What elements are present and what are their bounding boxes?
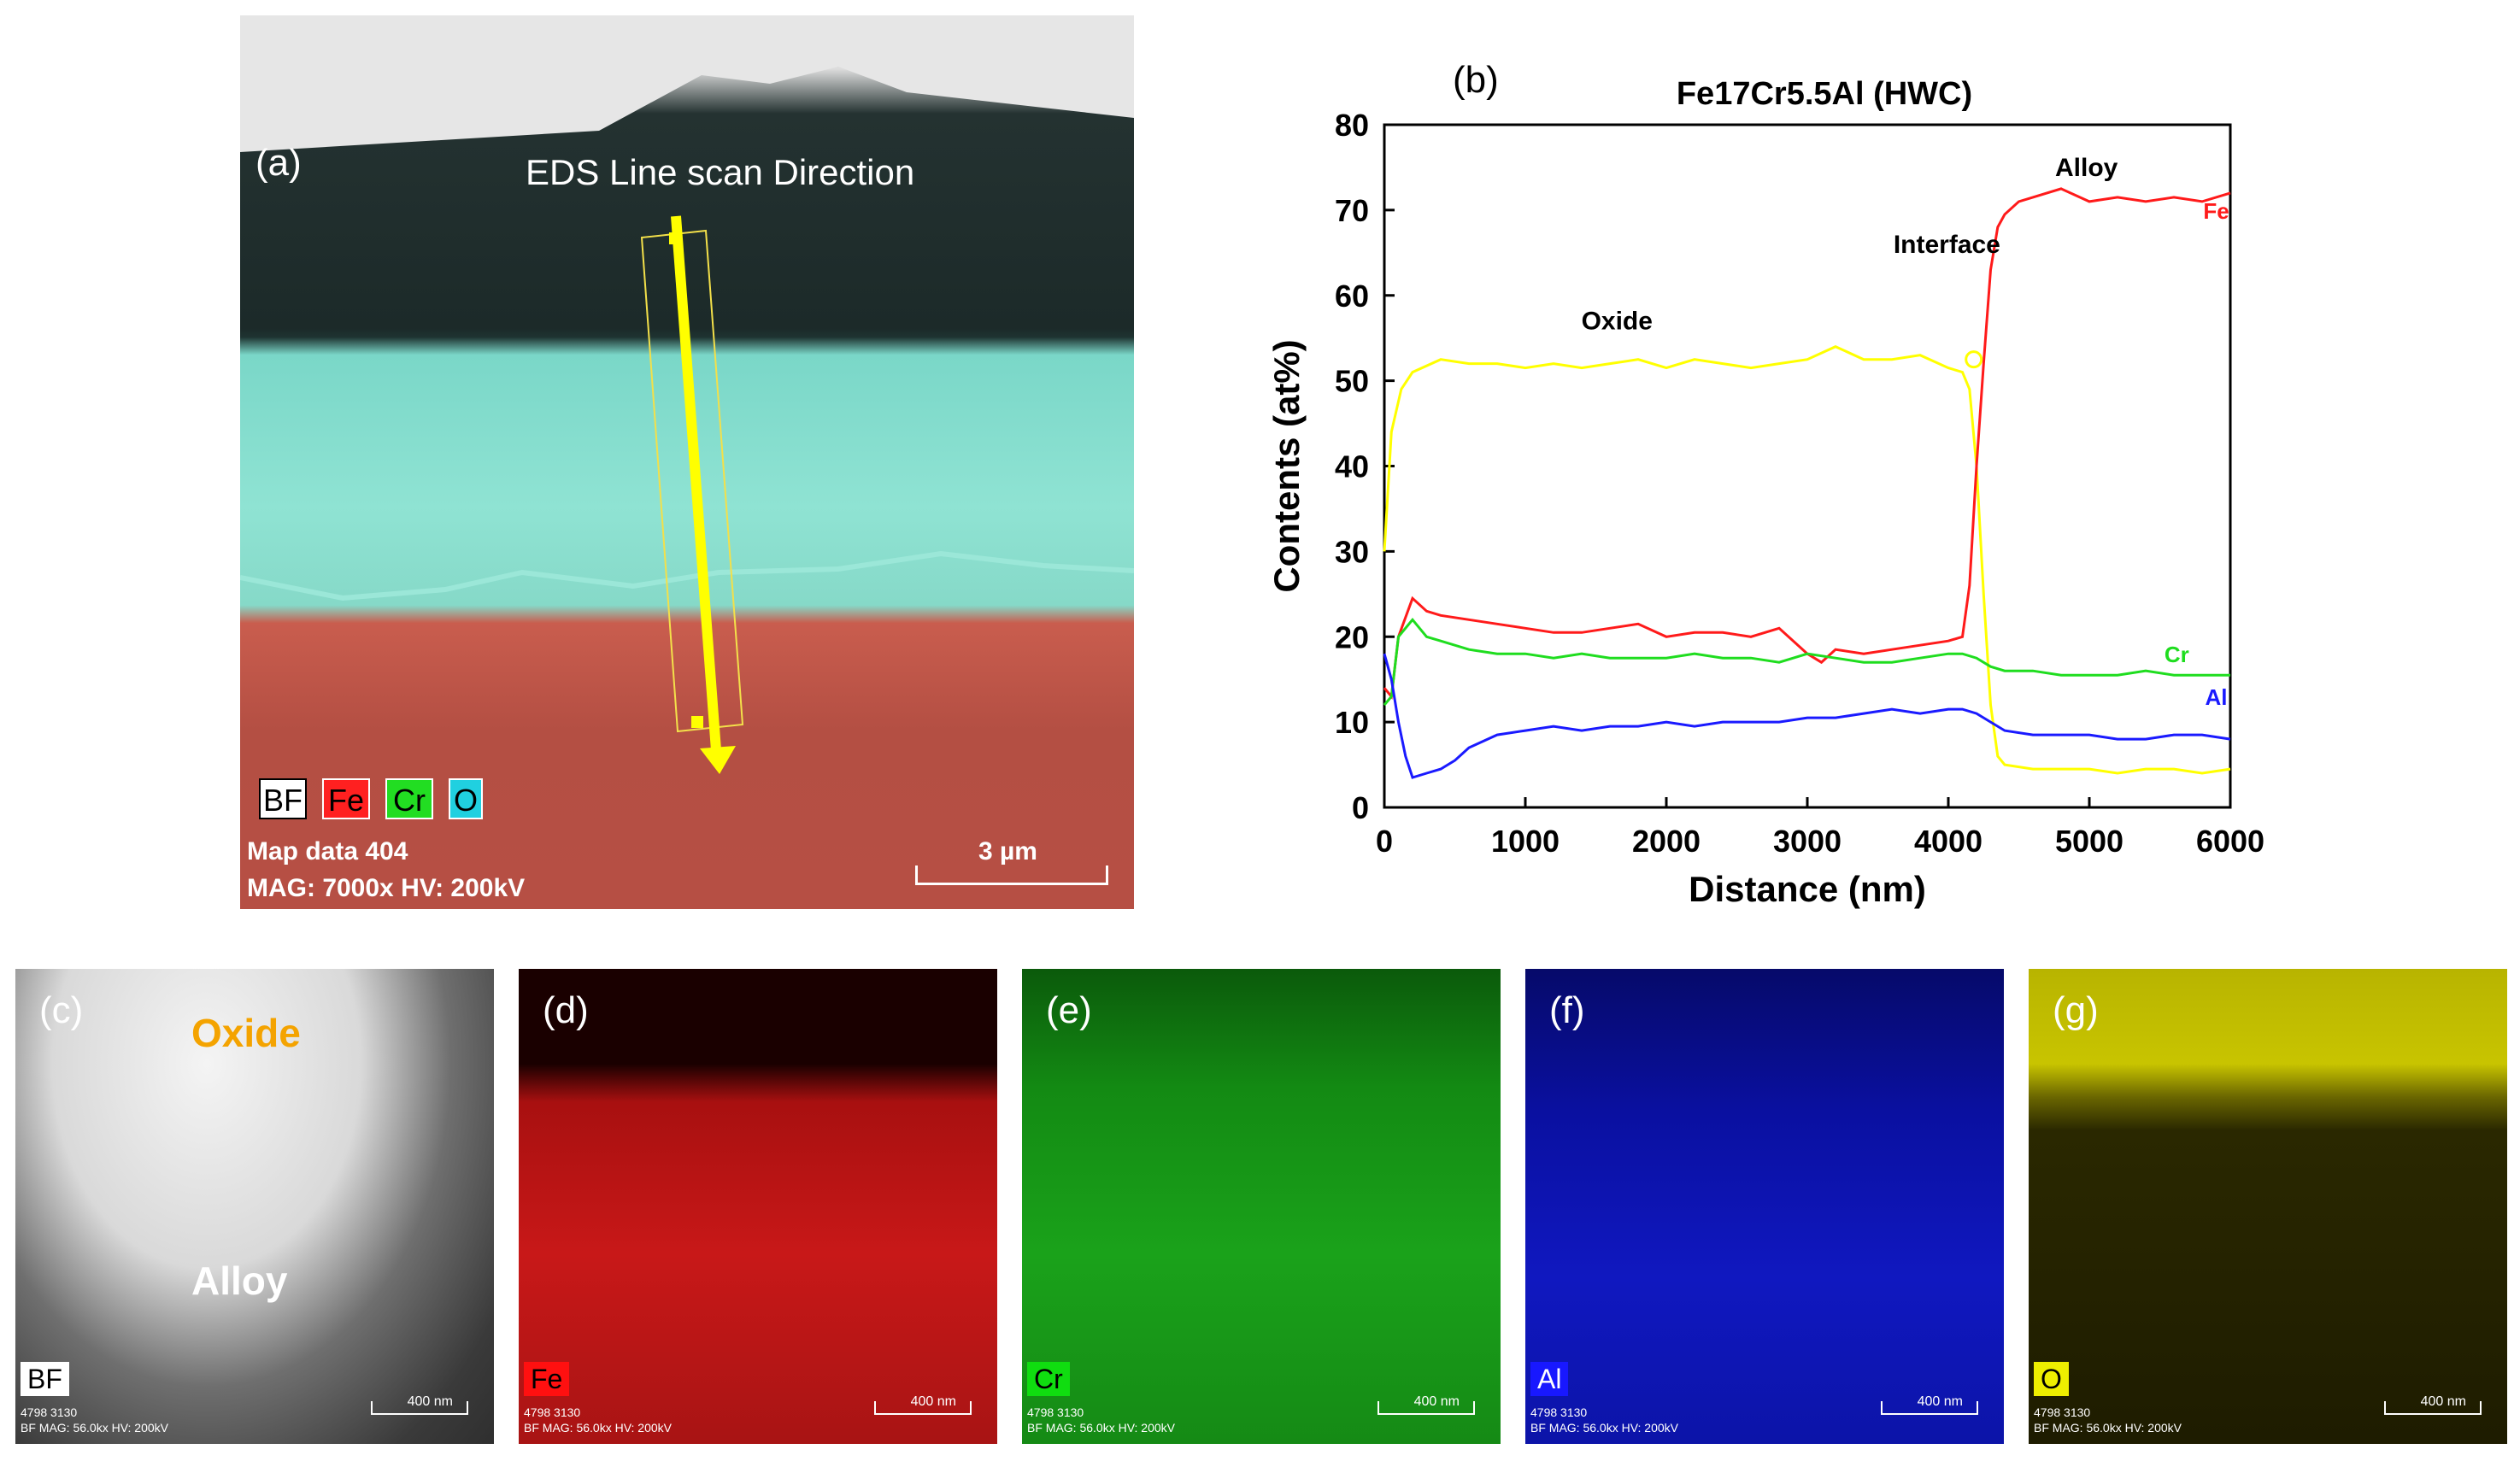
map-g-tag: (g) [2053,989,2099,1031]
x-tick-label: 2000 [1632,824,1701,859]
annotation-oxide: Oxide [1582,308,1653,336]
map-g-element: O [2034,1362,2069,1396]
map-d-footer: 4798 3130 BF MAG: 56.0kx HV: 200kV [524,1405,672,1435]
map-c-bf: (c) Oxide Alloy BF 400 nm 4798 3130 BF MA… [15,969,494,1444]
series-label-o-marker [1965,350,1983,369]
map-info-line1: Map data 404 [247,837,408,865]
series-label-cr: Cr [2165,642,2189,667]
map-e-cr: (e) Cr 400 nm 4798 3130 BF MAG: 56.0kx HV… [1022,969,1501,1444]
series-line-cr [1383,617,2230,707]
map-f-scale-label: 400 nm [1917,1394,1963,1409]
map-e-scale-label: 400 nm [1413,1394,1460,1409]
series-label-al: Al [2206,684,2228,710]
legend-bf: BF [259,778,307,819]
alloy-label: Alloy [191,1259,288,1303]
series-label-fe: Fe [2203,198,2229,224]
map-c-scale-bar [371,1401,468,1415]
arrow-head-icon [700,746,736,774]
map-f-scale-bar [1881,1401,1978,1415]
y-axis-label: Contents (at%) [1266,339,1307,592]
map-g-footer: 4798 3130 BF MAG: 56.0kx HV: 200kV [2034,1405,2182,1435]
scan-direction-label: EDS Line scan Direction [526,152,915,192]
map-g-o: (g) O 400 nm 4798 3130 BF MAG: 56.0kx HV:… [2029,969,2507,1444]
legend-cr: Cr [385,778,433,819]
map-d-scale-label: 400 nm [910,1394,956,1409]
y-tick-label: 50 [1335,364,1369,399]
oxide-label: Oxide [191,1011,301,1055]
x-tick-label: 5000 [2055,824,2123,859]
map-d-element: Fe [524,1362,570,1396]
map-d-tag: (d) [543,989,589,1031]
x-tick-label: 3000 [1773,824,1842,859]
y-tick-label: 20 [1335,619,1369,654]
scale-bar [915,865,1108,885]
legend-o: O [449,778,483,819]
scale-label: 3 µm [978,837,1037,865]
panel-b-label: (b) [1453,59,1499,101]
y-tick-label: 80 [1335,108,1369,143]
map-c-tag: (c) [39,989,84,1031]
map-g-scale-bar [2384,1401,2482,1415]
y-tick-label: 10 [1335,705,1369,740]
map-c-scale-label: 400 nm [407,1394,453,1409]
x-tick-label: 6000 [2196,824,2264,859]
map-f-footer: 4798 3130 BF MAG: 56.0kx HV: 200kV [1530,1405,1678,1435]
map-c-element: BF [21,1362,69,1396]
y-tick-label: 30 [1335,534,1369,569]
map-e-element: Cr [1027,1362,1070,1396]
map-f-tag: (f) [1549,989,1585,1031]
map-d-fe: (d) Fe 400 nm 4798 3130 BF MAG: 56.0kx HV… [519,969,997,1444]
map-d-scale-bar [874,1401,972,1415]
map-f-element: Al [1530,1362,1569,1396]
chart-title: Fe17Cr5.5Al (HWC) [1677,76,1972,112]
map-g-scale-label: 400 nm [2420,1394,2466,1409]
line-scan-chart: 0 1000 2000 3000 4000 5000 6000 0 10 20 30 40 50 60 70… [1266,59,2264,909]
scan-region-box [640,229,744,733]
map-e-tag: (e) [1046,989,1092,1031]
map-e-footer: 4798 3130 BF MAG: 56.0kx HV: 200kV [1027,1405,1175,1435]
series-line-o [1383,345,2231,775]
map-e-scale-bar [1377,1401,1475,1415]
panel-b-chart: 0 1000 2000 3000 4000 5000 6000 0 10 20 30 40 50 60 70… [1248,43,2290,931]
series-line-fe [1383,187,2231,700]
x-tick-label: 0 [1376,824,1393,859]
annotation-interface: Interface [1894,231,2000,259]
y-tick-label: 40 [1335,449,1369,484]
panel-a-tem-image: (a) EDS Line scan Direction BF Fe Cr O M… [240,15,1134,909]
x-tick-label: 4000 [1914,824,1983,859]
map-c-footer: 4798 3130 BF MAG: 56.0kx HV: 200kV [21,1405,168,1435]
plot-frame [1383,123,2232,809]
y-tick-label: 70 [1335,193,1369,228]
y-tick-label: 0 [1352,790,1369,825]
annotation-alloy: Alloy [2055,154,2118,182]
map-info-line2: MAG: 7000x HV: 200kV [247,874,526,902]
scan-direction-arrow [671,215,721,751]
x-axis-label: Distance (nm) [1689,869,1926,909]
panel-a-surface-shapes [240,15,1134,774]
series-line-al [1383,653,2231,779]
x-tick-label: 1000 [1491,824,1560,859]
legend-fe: Fe [322,778,370,819]
panel-a-label: (a) [256,142,302,184]
map-f-al: (f) Al 400 nm 4798 3130 BF MAG: 56.0kx HV… [1525,969,2004,1444]
y-tick-label: 60 [1335,279,1369,314]
